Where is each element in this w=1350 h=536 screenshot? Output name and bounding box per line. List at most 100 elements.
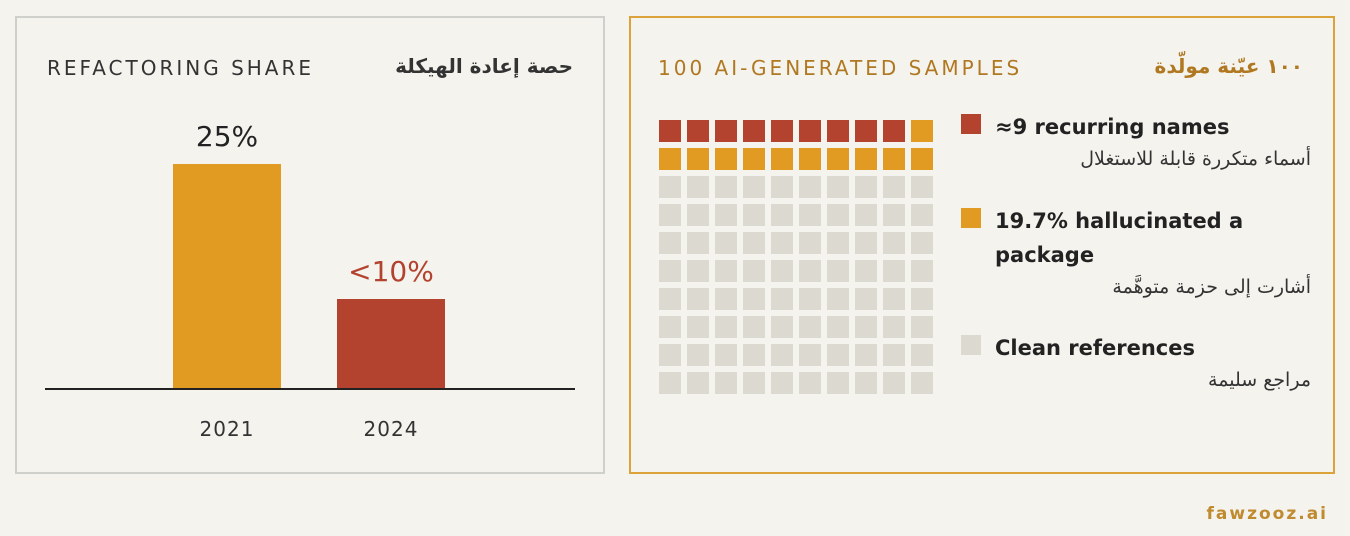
legend-label-en: Clean references — [995, 336, 1196, 360]
waffle-cell — [855, 372, 877, 394]
waffle-cell — [827, 176, 849, 198]
refactoring-share-panel: REFACTORING SHARE حصة إعادة الهيكلة 25% 2… — [15, 16, 605, 474]
waffle-cell — [799, 232, 821, 254]
waffle-cell — [799, 176, 821, 198]
waffle-cell — [883, 120, 905, 142]
waffle-cell — [827, 148, 849, 170]
waffle-cell — [659, 120, 681, 142]
waffle-cell — [743, 204, 765, 226]
data-label: <10% — [348, 255, 434, 288]
bar-2021 — [173, 164, 281, 389]
legend-swatch — [961, 114, 981, 134]
waffle-cell — [883, 316, 905, 338]
waffle-cell — [883, 260, 905, 282]
waffle-cell — [771, 176, 793, 198]
legend-swatch — [961, 335, 981, 355]
waffle-cell — [799, 260, 821, 282]
panel-title-en: 100 AI-GENERATED SAMPLES — [658, 56, 1023, 80]
waffle-cell — [743, 288, 765, 310]
waffle-cell — [771, 232, 793, 254]
waffle-cell — [855, 148, 877, 170]
waffle-cell — [883, 204, 905, 226]
waffle-cell — [743, 372, 765, 394]
waffle-cell — [827, 232, 849, 254]
waffle-cell — [883, 232, 905, 254]
waffle-cell — [911, 344, 933, 366]
waffle-cell — [911, 260, 933, 282]
waffle-cell — [687, 344, 709, 366]
waffle-cell — [855, 316, 877, 338]
waffle-cell — [715, 148, 737, 170]
waffle-cell — [743, 176, 765, 198]
waffle-cell — [827, 120, 849, 142]
waffle-cell — [659, 372, 681, 394]
waffle-cell — [659, 344, 681, 366]
waffle-cell — [659, 232, 681, 254]
waffle-cell — [715, 232, 737, 254]
waffle-cell — [771, 372, 793, 394]
waffle-cell — [883, 344, 905, 366]
waffle-cell — [911, 148, 933, 170]
waffle-cell — [715, 260, 737, 282]
waffle-cell — [855, 260, 877, 282]
waffle-cell — [659, 176, 681, 198]
waffle-cell — [827, 316, 849, 338]
waffle-cell — [743, 120, 765, 142]
waffle-cell — [771, 120, 793, 142]
waffle-cell — [911, 176, 933, 198]
waffle-cell — [911, 232, 933, 254]
waffle-cell — [715, 316, 737, 338]
waffle-cell — [799, 120, 821, 142]
waffle-cell — [687, 260, 709, 282]
waffle-cell — [799, 316, 821, 338]
waffle-cell — [883, 148, 905, 170]
waffle-cell — [743, 148, 765, 170]
waffle-cell — [771, 148, 793, 170]
waffle-cell — [659, 316, 681, 338]
waffle-cell — [855, 120, 877, 142]
legend-item-recurring: ≈9 recurring names أسماء متكررة قابلة لل… — [961, 110, 1311, 170]
legend-label-ar: أشارت إلى حزمة متوهَّمة — [1112, 276, 1311, 298]
waffle-cell — [771, 316, 793, 338]
waffle-cell — [855, 288, 877, 310]
waffle-cell — [743, 316, 765, 338]
waffle-cell — [883, 372, 905, 394]
waffle-cell — [827, 372, 849, 394]
waffle-cell — [687, 204, 709, 226]
waffle-cell — [855, 204, 877, 226]
panel-title-en: REFACTORING SHARE — [47, 56, 315, 80]
panel-title-ar: ١٠٠ عيّنة مولّدة — [1154, 54, 1303, 78]
waffle-cell — [883, 176, 905, 198]
waffle-cell — [687, 288, 709, 310]
waffle-cell — [827, 260, 849, 282]
waffle-cell — [659, 288, 681, 310]
legend-item-hallucinated: 19.7% hallucinated a package أشارت إلى ح… — [961, 204, 1311, 298]
x-tick-label: 2024 — [364, 417, 419, 441]
waffle-cell — [715, 288, 737, 310]
legend-item-clean: Clean references مراجع سليمة — [961, 331, 1311, 391]
waffle-cell — [911, 372, 933, 394]
waffle-cell — [799, 372, 821, 394]
waffle-cell — [827, 204, 849, 226]
legend-label-ar: مراجع سليمة — [1208, 369, 1311, 391]
waffle-cell — [771, 288, 793, 310]
ai-samples-panel: 100 AI-GENERATED SAMPLES ١٠٠ عيّنة مولّد… — [629, 16, 1335, 474]
waffle-cell — [715, 372, 737, 394]
waffle-cell — [715, 204, 737, 226]
panel-title-ar: حصة إعادة الهيكلة — [395, 54, 573, 78]
bar-2024 — [337, 299, 445, 389]
waffle-cell — [855, 232, 877, 254]
waffle-cell — [659, 204, 681, 226]
legend-label-en: ≈9 recurring names — [995, 115, 1230, 139]
waffle-cell — [715, 176, 737, 198]
waffle-cell — [687, 176, 709, 198]
waffle-cell — [743, 232, 765, 254]
waffle-cell — [799, 148, 821, 170]
bar-chart: 25% 2021 <10% 2024 — [45, 120, 575, 441]
waffle-cell — [771, 260, 793, 282]
waffle-chart — [659, 120, 935, 400]
waffle-cell — [883, 288, 905, 310]
waffle-cell — [827, 288, 849, 310]
data-label: 25% — [196, 120, 258, 153]
waffle-cell — [687, 232, 709, 254]
